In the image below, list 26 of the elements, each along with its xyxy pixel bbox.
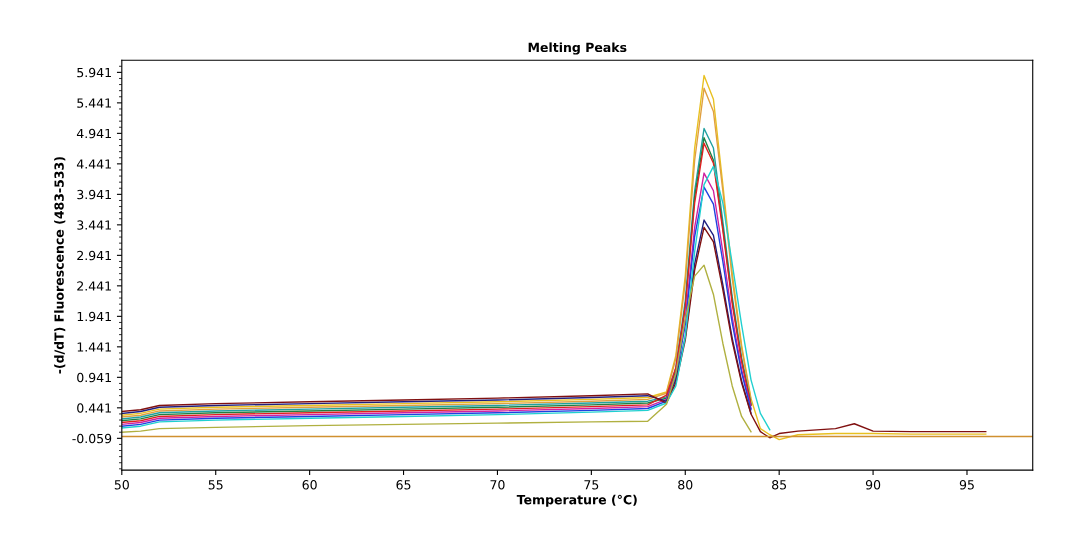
y-tick-label: 2.441 [77, 281, 111, 291]
chart-title: Melting Peaks [528, 42, 627, 55]
y-axis-title: -(d/dT) Fluorescence (483-533) [54, 157, 66, 374]
y-tick-label: 0.941 [77, 372, 111, 383]
y-tick-label: 0.441 [77, 403, 111, 413]
y-tick-label: 5.441 [77, 98, 111, 108]
y-tick-label: 2.941 [77, 250, 111, 261]
x-tick-label: 65 [396, 480, 411, 490]
y-tick-label: 4.441 [76, 159, 111, 169]
x-tick-label: 70 [490, 480, 505, 490]
y-tick-label: 4.941 [76, 128, 111, 139]
y-tick-label: 5.941 [77, 67, 111, 78]
x-axis-title: Temperature (°C) [516, 494, 637, 507]
x-tick-label: 50 [114, 480, 129, 490]
x-tick-label: 75 [584, 480, 599, 490]
x-tick-label: 95 [959, 480, 974, 490]
x-tick-label: 80 [678, 480, 693, 490]
x-tick-label: 60 [302, 480, 317, 490]
x-tick-label: 85 [772, 480, 787, 490]
y-tick-label: -0.059 [72, 433, 112, 444]
y-tick-label: 1.441 [77, 342, 111, 352]
y-tick-label: 3.941 [77, 189, 111, 200]
y-tick-label: 1.941 [77, 311, 111, 322]
y-tick-label: 3.441 [77, 220, 111, 230]
x-tick-label: 55 [208, 480, 223, 490]
x-tick-label: 90 [865, 480, 881, 490]
